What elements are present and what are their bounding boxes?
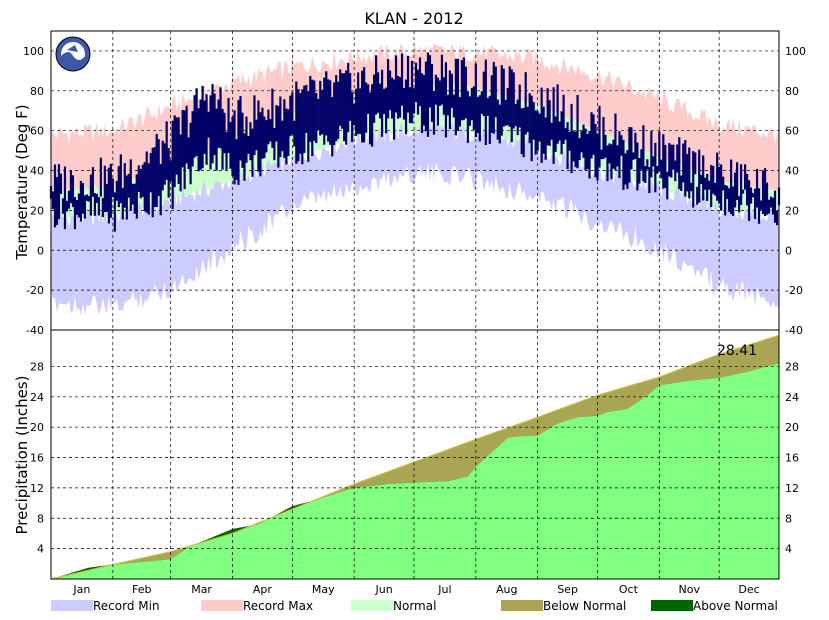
record-max-band (51, 42, 779, 209)
temperature-tick-label-right: -40 (785, 324, 803, 337)
month-label: Apr (253, 583, 273, 596)
legend: Record Min Record Max Normal Below Normal Ab… (51, 599, 778, 613)
normal-precipitation-line (50, 334, 780, 580)
chart-title: KLAN - 2012 (364, 9, 463, 28)
legend-label: Record Max (243, 599, 313, 613)
record-min-band (51, 122, 779, 316)
precipitation-tick-label: 12 (30, 482, 44, 495)
precipitation-tick-label-right: 28 (785, 360, 799, 373)
temperature-tick-label-right: 40 (785, 165, 799, 178)
temperature-tick-label: 60 (30, 125, 44, 138)
legend-swatch (201, 600, 243, 611)
legend-swatch (501, 600, 543, 611)
precipitation-tick-label-right: 20 (785, 421, 799, 434)
month-label: Dec (738, 583, 759, 596)
month-label: Sep (557, 583, 578, 596)
temperature-panel: 100 100 80 80 60 60 40 40 20 20 0 0 -20 -20 -40 -40 Tem… (13, 30, 806, 337)
month-label: Aug (496, 583, 517, 596)
precipitation-tick-label: 28 (30, 360, 44, 373)
precipitation-frame (50, 329, 780, 580)
temperature-tick-labels: 100 100 80 80 60 60 40 40 20 20 0 0 -20 -20 -40 -40 (23, 45, 806, 337)
precipitation-axis-title: Precipitation (Inches) (13, 376, 31, 535)
legend-label: Record Min (93, 599, 160, 613)
month-label: Mar (191, 583, 212, 596)
legend-label: Below Normal (543, 599, 626, 613)
month-label: Oct (619, 583, 639, 596)
temperature-tick-label: 80 (30, 85, 44, 98)
month-label: May (312, 583, 335, 596)
precipitation-areas (50, 334, 780, 580)
noaa-logo (55, 36, 91, 72)
precipitation-tick-label: 24 (30, 391, 44, 404)
month-label: Jul (437, 583, 451, 596)
observed-temperature-bars (49, 52, 781, 232)
temperature-tick-label: 100 (23, 45, 44, 58)
precipitation-grid (51, 330, 779, 579)
temperature-tick-label-right: -20 (785, 284, 803, 297)
precipitation-tick-label-right: 16 (785, 452, 799, 465)
precipitation-total-label: 28.41 (717, 343, 757, 359)
precipitation-tick-label: 16 (30, 452, 44, 465)
precipitation-tick-label: 8 (37, 512, 44, 525)
month-labels: Jan Feb Mar Apr May Jun Jul Aug Sep Oct Nov Dec (72, 583, 759, 596)
precipitation-tick-label: 4 (37, 543, 44, 556)
precipitation-tick-labels: 28 28 24 24 20 20 16 16 12 12 8 8 4 4 (30, 360, 799, 555)
temperature-tick-label-right: 100 (785, 45, 806, 58)
temperature-tick-label: -20 (26, 284, 44, 297)
legend-swatch (651, 600, 693, 611)
precipitation-tick-label-right: 8 (785, 512, 792, 525)
temperature-tick-label: 40 (30, 165, 44, 178)
observed-precipitation-area (51, 363, 779, 579)
temperature-tick-label: 20 (30, 204, 44, 217)
month-label: Jan (72, 583, 90, 596)
precipitation-tick-label-right: 24 (785, 391, 799, 404)
precipitation-panel: 28 28 24 24 20 20 16 16 12 12 8 8 4 4 Precipitation (… (13, 329, 799, 580)
temperature-tick-label-right: 20 (785, 204, 799, 217)
legend-swatch (351, 600, 393, 611)
temperature-axis-title: Temperature (Deg F) (13, 104, 31, 260)
temperature-tick-label-right: 80 (785, 85, 799, 98)
precipitation-tick-label-right: 12 (785, 482, 799, 495)
legend-label: Above Normal (693, 599, 778, 613)
precipitation-tick-label: 20 (30, 421, 44, 434)
temperature-tick-label-right: 0 (785, 244, 792, 257)
month-label: Nov (679, 583, 701, 596)
temperature-tick-label: 0 (37, 244, 44, 257)
temperature-tick-label: -40 (26, 324, 44, 337)
legend-label: Normal (393, 599, 436, 613)
temperature-tick-label-right: 60 (785, 125, 799, 138)
legend-swatch (51, 600, 93, 611)
precipitation-tick-label-right: 4 (785, 543, 792, 556)
month-label: Jun (374, 583, 392, 596)
month-label: Feb (132, 583, 151, 596)
